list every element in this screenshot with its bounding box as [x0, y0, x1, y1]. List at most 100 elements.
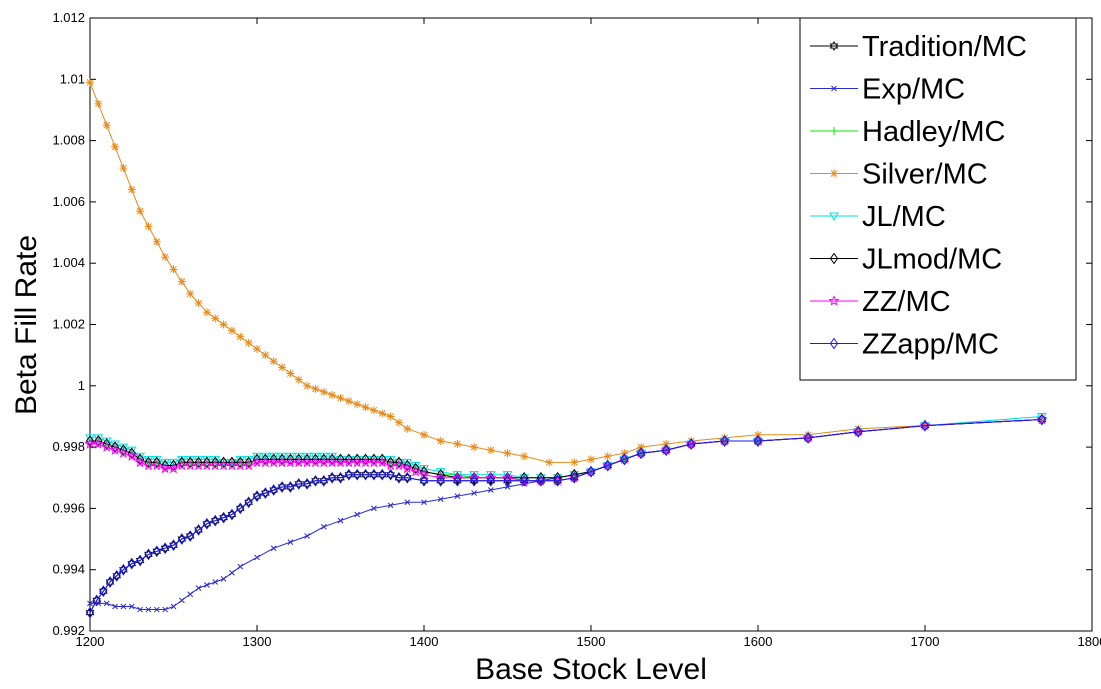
- x-axis-title: Base Stock Level: [475, 653, 707, 686]
- data-point: [504, 484, 511, 490]
- data-point: [261, 488, 270, 499]
- data-point: [570, 458, 579, 467]
- data-point: [378, 409, 387, 418]
- data-point: [635, 447, 647, 458]
- data-point: [453, 475, 462, 486]
- data-point: [269, 484, 279, 496]
- data-point: [186, 289, 195, 298]
- y-tick-label: 1: [78, 378, 85, 393]
- data-point: [202, 308, 211, 317]
- data-point: [403, 471, 412, 484]
- data-point: [236, 332, 245, 341]
- data-point: [152, 546, 162, 557]
- data-point: [210, 515, 220, 526]
- data-point: [85, 607, 95, 618]
- data-point: [719, 435, 731, 446]
- data-point: [852, 425, 864, 437]
- y-tick-label: 1.004: [52, 255, 85, 270]
- data-point: [161, 253, 170, 262]
- data-point: [302, 478, 312, 489]
- data-point: [503, 449, 512, 458]
- data-point: [134, 456, 146, 468]
- data-point: [520, 452, 529, 461]
- data-point: [152, 237, 161, 246]
- data-point: [85, 606, 95, 619]
- data-point: [277, 481, 287, 493]
- data-point: [421, 499, 427, 506]
- data-point: [211, 314, 220, 323]
- data-point: [278, 363, 287, 372]
- data-point: [403, 424, 412, 433]
- data-point: [660, 444, 672, 455]
- data-point: [252, 490, 262, 503]
- data-point: [361, 468, 370, 481]
- data-point: [420, 430, 428, 439]
- y-tick-label: 1.008: [52, 133, 85, 148]
- data-point: [87, 600, 93, 607]
- data-point: [536, 475, 546, 486]
- data-point: [219, 320, 228, 329]
- data-point: [376, 456, 388, 468]
- data-point: [353, 468, 362, 481]
- data-point: [294, 375, 303, 384]
- legend-marker: [829, 252, 839, 265]
- data-point: [211, 514, 220, 527]
- data-point: [570, 471, 579, 484]
- data-point: [127, 558, 137, 569]
- data-point: [311, 384, 320, 393]
- data-point: [127, 557, 136, 570]
- legend-marker: [830, 127, 838, 135]
- data-point: [387, 502, 394, 509]
- data-point: [803, 432, 813, 444]
- data-point: [344, 469, 354, 480]
- data-point: [227, 458, 237, 468]
- data-point: [162, 606, 169, 613]
- data-point: [186, 530, 195, 542]
- data-point: [236, 502, 245, 515]
- data-point: [151, 459, 163, 471]
- y-tick-label: 0.996: [52, 500, 85, 515]
- data-point: [311, 475, 320, 486]
- data-point: [252, 491, 262, 502]
- data-point: [636, 447, 646, 460]
- data-point: [471, 490, 477, 496]
- data-point: [98, 586, 108, 597]
- y-tick-label: 0.998: [52, 439, 85, 454]
- data-point: [752, 435, 764, 446]
- data-point: [336, 394, 345, 403]
- legend-item: JL/MC: [810, 201, 946, 233]
- data-point: [237, 563, 244, 570]
- data-point: [920, 419, 930, 432]
- data-point: [353, 400, 362, 409]
- data-point: [254, 554, 260, 561]
- data-point: [111, 142, 120, 151]
- y-tick-label: 1.012: [52, 10, 85, 25]
- data-point: [328, 390, 337, 399]
- data-point: [127, 185, 136, 194]
- data-point: [393, 459, 405, 471]
- data-point: [720, 435, 729, 447]
- data-point: [437, 496, 444, 503]
- data-point: [336, 471, 345, 484]
- data-point: [253, 345, 261, 354]
- data-point: [402, 472, 412, 483]
- legend-marker: [829, 40, 839, 52]
- data-point: [320, 523, 327, 530]
- data-point: [586, 465, 596, 478]
- data-point: [227, 508, 237, 521]
- data-point: [92, 438, 104, 449]
- x-tick-label: 1300: [243, 634, 272, 649]
- data-point: [144, 548, 153, 561]
- data-point: [212, 579, 219, 585]
- data-point: [486, 475, 496, 486]
- data-point: [145, 606, 152, 613]
- x-tick-label: 1400: [410, 634, 439, 649]
- data-point: [386, 469, 395, 480]
- data-point: [394, 471, 404, 484]
- data-point: [84, 438, 96, 449]
- data-point: [685, 438, 697, 449]
- legend-item: ZZapp/MC: [810, 329, 999, 361]
- legend-marker: [828, 295, 840, 306]
- data-point: [453, 474, 462, 487]
